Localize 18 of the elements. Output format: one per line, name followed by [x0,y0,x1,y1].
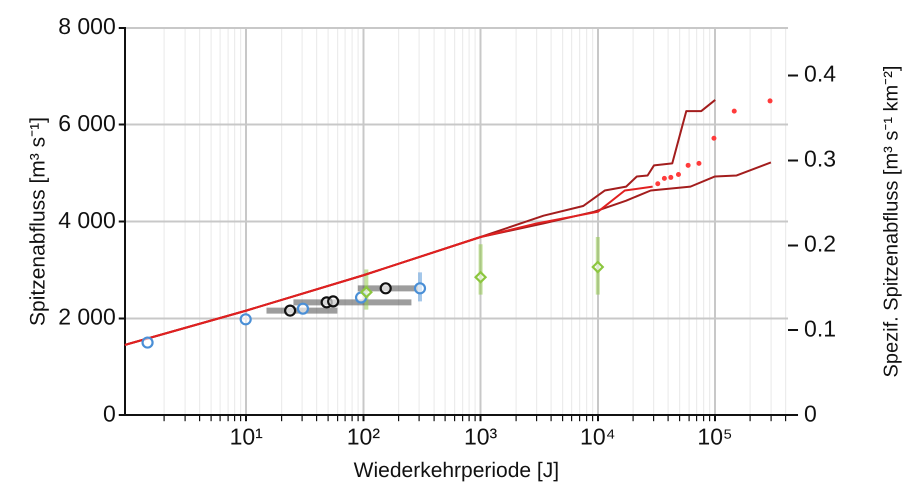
y-tick-label: 2 000 [58,304,116,330]
x-tick-label: 10¹ [230,423,264,450]
x-tick-label: 10⁵ [697,423,733,450]
y2-tick-label: 0.2 [804,230,836,257]
x-tick-label: 10⁴ [580,423,616,450]
y2-tick-label: 0.3 [804,146,836,172]
y2-tick-label: 0.1 [804,316,836,342]
y-tick-label: 0 [102,400,116,427]
y-tick-label: 4 000 [58,206,116,233]
y2-axis-title: Spezif. Spitzenabfluss [m³ s⁻¹ km⁻²] [880,66,903,378]
y2-tick-label: 0.4 [804,60,836,87]
x-tick-label: 10³ [464,423,498,450]
y2-tick-label: 0 [804,400,817,427]
y-tick-label: 6 000 [58,110,116,136]
x-axis-title: Wiederkehrperiode [J] [354,459,560,482]
y-axis-title: Spitzenabfluss [m³ s⁻¹] [26,117,50,326]
y-tick-label: 8 000 [58,13,116,40]
x-tick-label: 10² [346,423,380,450]
